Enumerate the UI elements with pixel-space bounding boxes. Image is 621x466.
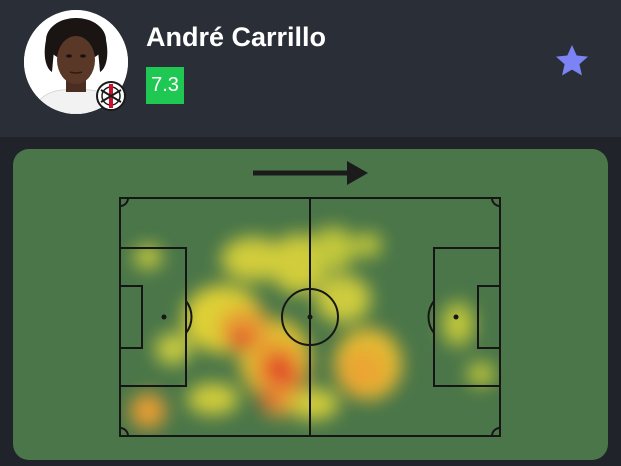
heatmap-card [13,149,608,460]
player-header: André Carrillo 7.3 [0,0,621,137]
corinthians-badge-icon [95,80,127,112]
pitch-spots [161,314,459,320]
heatmap-pitch [119,161,501,437]
star-icon[interactable] [553,42,591,80]
player-name: André Carrillo [146,22,327,52]
heatmap-layer [130,227,495,429]
pitch-lines [119,197,501,437]
rating-badge: 7.3 [146,67,184,104]
player-avatar [24,10,128,114]
attack-direction-arrow-icon [253,161,368,185]
